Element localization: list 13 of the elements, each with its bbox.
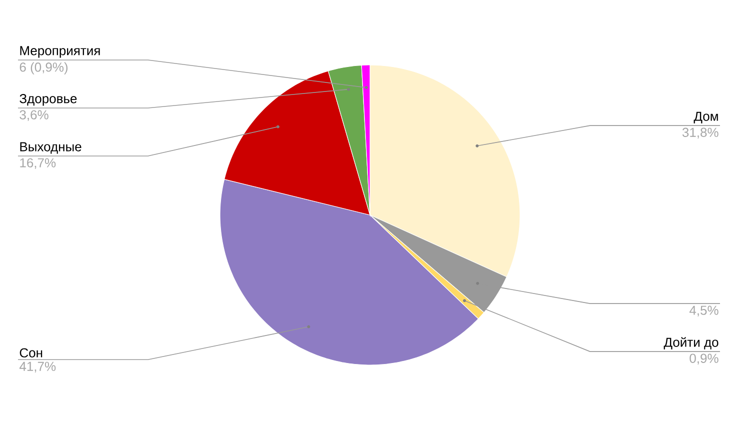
slice-label: Сон (20, 348, 42, 358)
data-label: 16,7% (20, 158, 56, 169)
data-label: 41,7% (20, 362, 56, 373)
data-label: 3,6% (20, 110, 48, 121)
slice-label: Дойти до (664, 337, 718, 350)
slice-label: Выходные (20, 142, 82, 154)
data-label: 4,5% (689, 306, 718, 316)
data-label: 6 (0,9%) (20, 62, 68, 74)
slice-label: Мероприятия (20, 46, 100, 58)
data-label: 0,9% (690, 354, 718, 364)
slice-label: Здоровье (20, 94, 77, 106)
slice-label: Дом (694, 112, 718, 124)
data-label: 31,8% (682, 128, 718, 139)
